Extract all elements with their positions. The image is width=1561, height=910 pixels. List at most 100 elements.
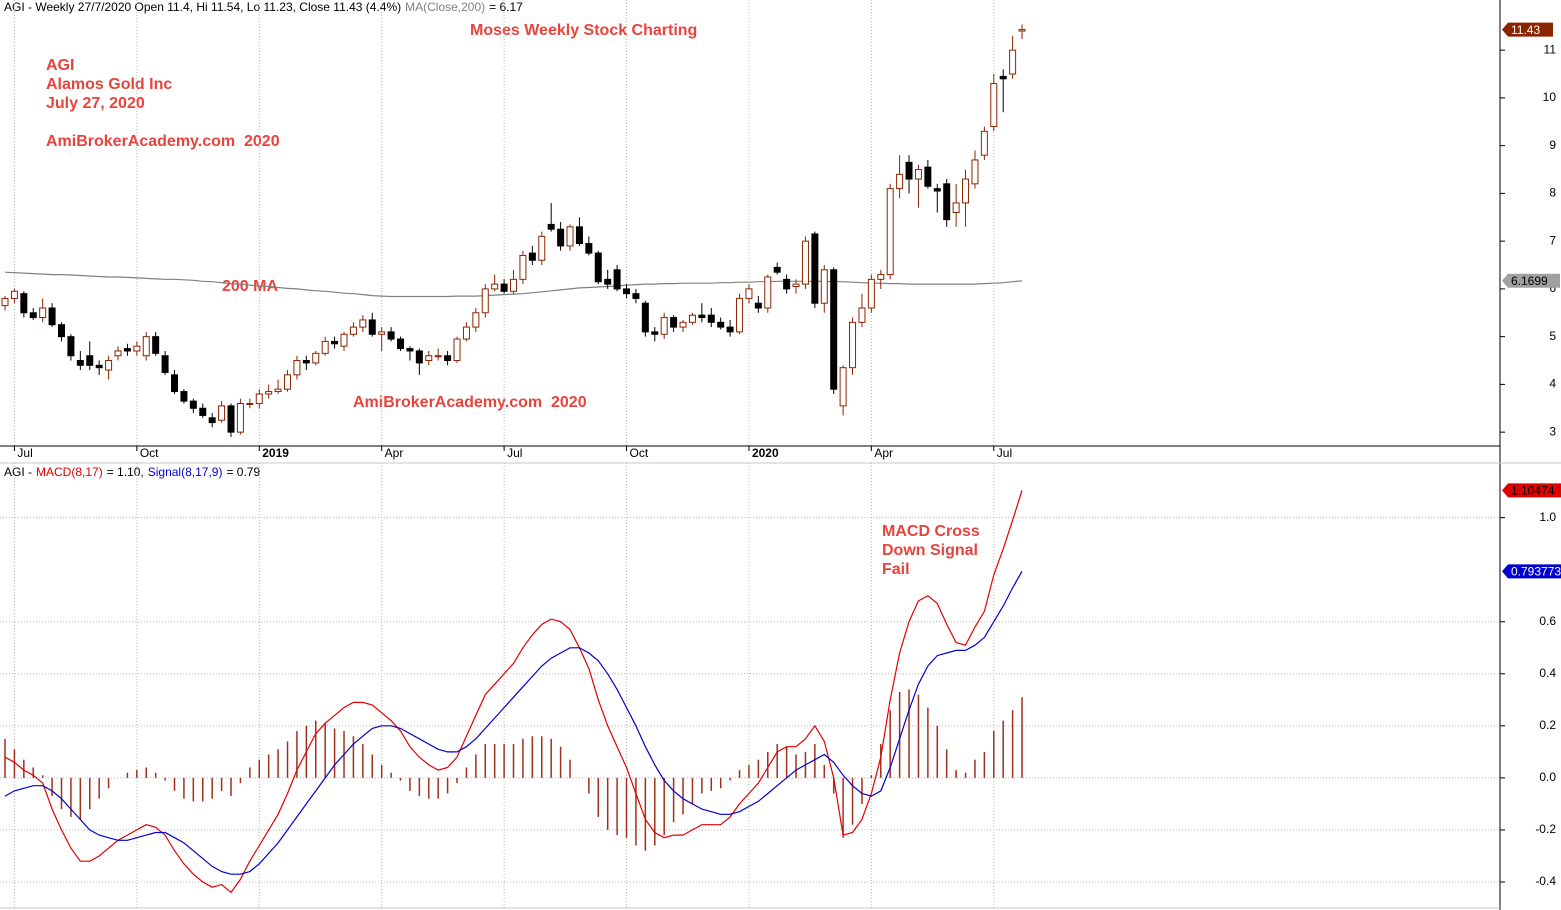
candle-body [990, 83, 998, 128]
candle-body [575, 226, 583, 245]
y-tick-label: 3 [1549, 424, 1556, 438]
candle-body [340, 333, 348, 347]
candle-body [867, 278, 875, 309]
candle-body [707, 314, 715, 323]
candle-body [86, 355, 94, 366]
candle-body [943, 183, 951, 221]
candle-body [123, 348, 131, 352]
candle-body [962, 178, 970, 204]
x-tick-label: Oct [140, 446, 159, 460]
y-tick-label: 0.4 [1539, 666, 1556, 680]
date-note: July 27, 2020 [46, 95, 145, 112]
x-tick-label: Apr [874, 446, 893, 460]
candle-body [321, 340, 329, 354]
candle-body [547, 223, 555, 230]
candle-body [557, 228, 565, 247]
macd-note: Down Signal [882, 542, 978, 559]
candle-body [274, 388, 282, 393]
y-tick-label: 7 [1549, 233, 1556, 247]
y-tick-label: 6 [1549, 281, 1556, 295]
candle-body [180, 391, 188, 402]
y-tick-label: 5 [1549, 329, 1556, 343]
candle-body [623, 288, 631, 295]
candle-body [246, 403, 254, 406]
x-tick-label: Oct [630, 446, 649, 460]
candle-body [858, 307, 866, 323]
candle-body [820, 269, 828, 304]
candle-body [566, 226, 574, 247]
candle-body [726, 326, 734, 333]
signal-readout: = 0.79 [226, 465, 260, 479]
candle-body [29, 312, 37, 319]
last-value-box [1502, 22, 1553, 37]
indicator-line [4, 490, 1023, 894]
candle-body [1009, 49, 1017, 75]
candle-body [415, 350, 423, 364]
candle-body [387, 331, 395, 340]
candle-body [754, 302, 762, 309]
candle-body [199, 407, 207, 416]
candle-body [783, 278, 791, 290]
candle-body [425, 355, 433, 362]
candle-body [886, 188, 894, 276]
price-header: AGI - Weekly 27/7/2020 Open 11.4, Hi 11.… [4, 0, 523, 14]
candle-body [142, 336, 150, 357]
macd-name: MACD(8,17) [36, 465, 103, 479]
candle-body [397, 338, 405, 350]
candle-body [811, 233, 819, 304]
company-note: Alamos Gold Inc [46, 76, 172, 93]
candle-body [971, 159, 979, 185]
candle-body [660, 317, 668, 335]
y-tick-label: 4 [1549, 377, 1556, 391]
candle-body [896, 173, 904, 190]
x-tick-label: Jul [997, 446, 1012, 460]
x-tick-label: Jul [507, 446, 522, 460]
last-value-tag: 0.793773 [1502, 564, 1561, 578]
signal-name: Signal(8,17,9) [148, 465, 223, 479]
candle-body [20, 293, 28, 314]
candle-body [670, 317, 678, 328]
last-value-box [1502, 273, 1560, 288]
candle-body [952, 202, 960, 213]
candle-body [434, 355, 442, 358]
candle-body [161, 355, 169, 373]
ma-note: 200 MA [222, 278, 278, 295]
candle-body [378, 331, 386, 335]
candle-body [10, 290, 18, 299]
candle-body [745, 288, 753, 299]
candle-body [255, 393, 263, 405]
candle-body [359, 319, 367, 328]
candle-body [905, 161, 913, 180]
candle-body [933, 188, 941, 192]
candle-body [519, 254, 527, 280]
symbol-note: AGI [46, 57, 74, 74]
candle-body [585, 243, 593, 254]
ma-line [4, 271, 1023, 298]
candle-body [792, 283, 800, 288]
candle-body [302, 360, 310, 364]
candle-body [67, 336, 75, 357]
y-tick-label: 1.0 [1539, 510, 1556, 524]
site-note: AmiBrokerAcademy.com 2020 [353, 394, 587, 411]
last-value-tag: 11.43 [1502, 22, 1553, 37]
x-tick-label: Apr [385, 446, 404, 460]
candle-body [349, 326, 357, 335]
last-value-tag: 1.10474 [1502, 483, 1561, 498]
candle-body [1018, 29, 1026, 32]
candle-body [500, 283, 508, 292]
candle-body [773, 266, 781, 273]
candle-body [152, 336, 160, 354]
indicator-line [4, 571, 1023, 875]
last-value-label: 1.10474 [1511, 484, 1555, 498]
candle-body [462, 326, 470, 340]
candle-body [613, 269, 621, 290]
macd-note: MACD Cross [882, 523, 980, 540]
candle-body [105, 360, 113, 371]
candle-body [538, 235, 546, 261]
last-value-label: 6.1699 [1511, 274, 1548, 288]
candle-body [453, 338, 461, 362]
y-tick-label: 8 [1549, 186, 1556, 200]
candle-body [76, 360, 84, 366]
candle-body [368, 319, 376, 335]
